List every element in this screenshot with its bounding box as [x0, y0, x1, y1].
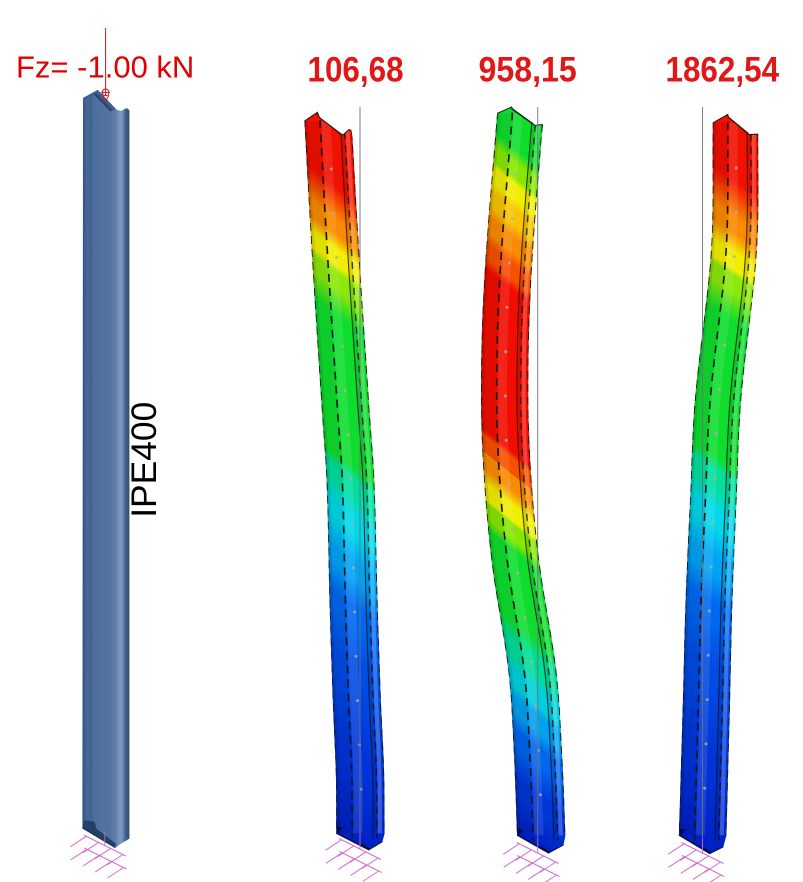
svg-text:Fz= -1.00 kN: Fz= -1.00 kN [16, 49, 194, 84]
svg-text:106,68: 106,68 [308, 51, 404, 90]
svg-text:IPE400: IPE400 [124, 402, 164, 518]
svg-text:958,15: 958,15 [479, 50, 577, 90]
svg-text:1862,54: 1862,54 [666, 51, 780, 90]
